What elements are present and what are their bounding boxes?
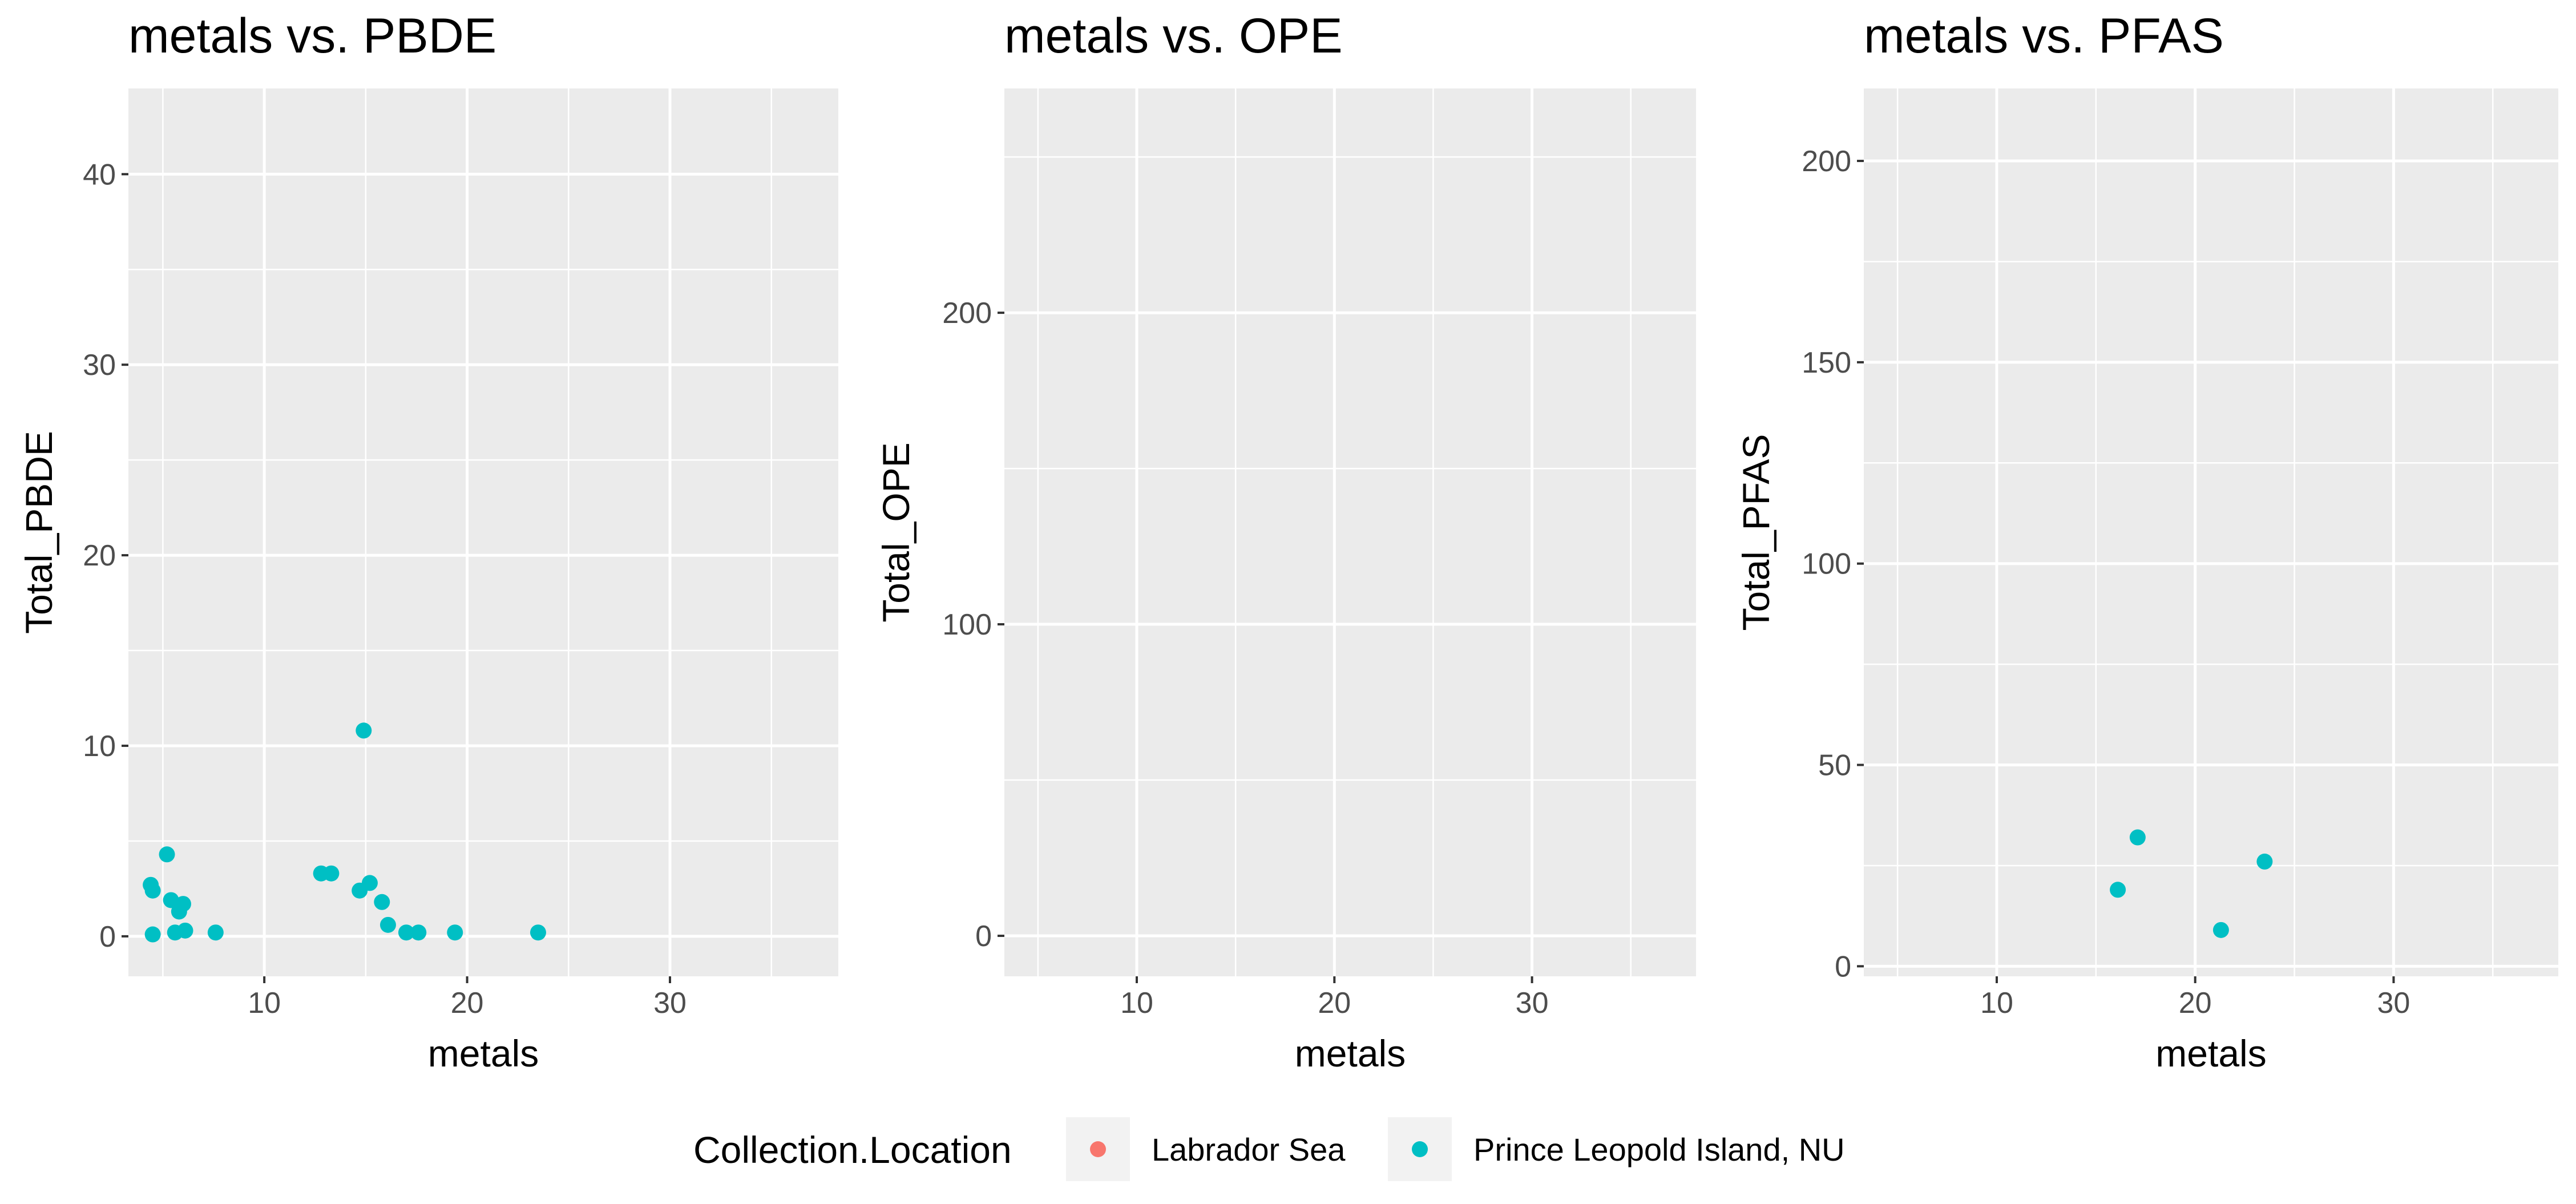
y-tick-label: 10 xyxy=(83,730,116,763)
y-axis-title: Total_PFAS xyxy=(1735,434,1777,631)
legend-key-point xyxy=(1090,1141,1106,1157)
y-tick-label: 30 xyxy=(83,349,116,382)
y-tick-label: 200 xyxy=(942,297,992,330)
y-tick-label: 20 xyxy=(83,539,116,572)
y-tick-label: 0 xyxy=(99,920,116,953)
plot-panel-background xyxy=(1004,88,1696,976)
x-tick-label: 20 xyxy=(451,987,484,1020)
data-point xyxy=(379,916,396,933)
data-point xyxy=(163,892,179,908)
x-axis-title: metals xyxy=(428,1032,539,1074)
panel-1: 10 20 30 0 10 20 30 40 metals vs. PBDE metals Tota… xyxy=(18,9,838,1074)
y-tick-label: 40 xyxy=(83,158,116,191)
data-point xyxy=(398,924,414,941)
x-axis-title: metals xyxy=(2155,1032,2266,1074)
panel-2: 10 20 30 0 100 200 metals vs. OPE metals Total_O… xyxy=(875,9,1696,1074)
x-tick-label: 10 xyxy=(248,987,281,1020)
data-point xyxy=(159,846,175,863)
data-point xyxy=(144,882,161,899)
data-point xyxy=(2212,922,2229,938)
x-tick-label: 10 xyxy=(1120,987,1153,1020)
data-point xyxy=(2129,829,2146,846)
y-tick-label: 100 xyxy=(1802,548,1851,581)
y-tick-label: 0 xyxy=(1835,950,1851,983)
x-tick-label: 20 xyxy=(1318,987,1351,1020)
y-axis-title: Total_PBDE xyxy=(18,431,60,634)
data-point xyxy=(447,924,463,941)
y-tick-label: 100 xyxy=(942,608,992,641)
x-tick-label: 30 xyxy=(1516,987,1549,1020)
data-point xyxy=(2256,853,2273,870)
data-point xyxy=(2110,882,2126,898)
data-point xyxy=(144,926,161,943)
legend-label: Prince Leopold Island, NU xyxy=(1473,1132,1845,1167)
x-tick-label: 30 xyxy=(2377,987,2410,1020)
x-tick-label: 20 xyxy=(2179,987,2212,1020)
panel-title: metals vs. PFAS xyxy=(1864,9,2224,63)
data-point xyxy=(530,924,546,941)
data-point xyxy=(177,922,193,939)
data-point xyxy=(410,924,427,941)
data-point xyxy=(207,924,224,941)
data-point xyxy=(356,722,372,739)
legend-title: Collection.Location xyxy=(693,1129,1012,1171)
y-axis-title: Total_OPE xyxy=(875,442,917,623)
x-tick-label: 30 xyxy=(653,987,687,1020)
plot-panel-background xyxy=(128,88,838,976)
data-point xyxy=(323,865,340,882)
y-tick-label: 50 xyxy=(1818,749,1851,782)
plot-panel-background xyxy=(1864,88,2558,976)
data-point xyxy=(175,896,191,912)
panel-3: 10 20 30 0 50 100 150 200 metals vs. PFAS metals T… xyxy=(1735,9,2558,1074)
y-tick-label: 200 xyxy=(1802,145,1851,178)
legend-label: Labrador Sea xyxy=(1152,1132,1346,1167)
x-tick-label: 10 xyxy=(1980,987,2013,1020)
y-tick-label: 150 xyxy=(1802,346,1851,379)
legend-key-point xyxy=(1412,1141,1428,1157)
data-point xyxy=(374,894,390,910)
panel-title: metals vs. OPE xyxy=(1004,9,1343,63)
x-axis-title: metals xyxy=(1295,1032,1406,1074)
legend: Collection.Location Labrador Sea Prince Le… xyxy=(693,1117,1845,1181)
y-tick-label: 0 xyxy=(975,920,992,953)
data-point xyxy=(361,875,378,891)
panel-title: metals vs. PBDE xyxy=(128,9,496,63)
